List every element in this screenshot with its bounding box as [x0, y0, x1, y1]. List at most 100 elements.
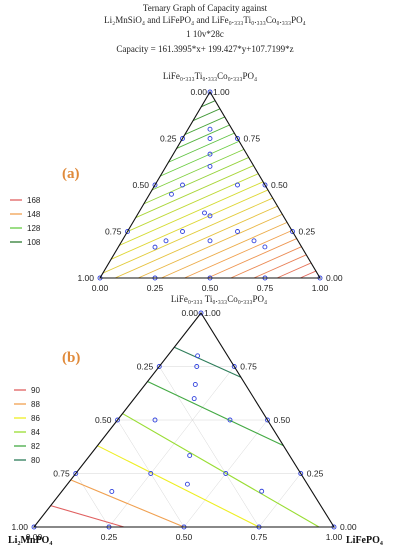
design-point	[298, 471, 304, 476]
contour-line	[184, 230, 293, 279]
contours-a	[102, 100, 317, 279]
contour-line	[138, 213, 283, 279]
contour-line	[70, 479, 185, 528]
bottom-tick-label: 1.00	[326, 532, 343, 542]
left-tick-label: 0.25	[137, 362, 154, 372]
contour-line	[184, 116, 225, 135]
panel-label-a: (a)	[62, 166, 80, 182]
ternary-frame	[32, 312, 335, 528]
ternary-frame	[99, 90, 321, 279]
right-tick-label: 0.75	[244, 134, 261, 144]
design-point	[115, 417, 120, 423]
design-point	[73, 471, 79, 476]
design-point	[198, 310, 204, 316]
design-point	[235, 136, 240, 141]
design-point	[152, 182, 158, 188]
contour-line	[50, 505, 125, 528]
design-point	[195, 353, 201, 359]
grid-line	[258, 473, 301, 528]
contour-line	[151, 148, 245, 191]
bottom-tick-label: 0.00	[26, 532, 43, 542]
apex-tick-left: 0.00	[181, 308, 198, 318]
design-point	[163, 238, 169, 244]
right-tick-label: 0.75	[240, 362, 257, 372]
design-point	[290, 229, 295, 234]
design-points-b	[31, 310, 337, 530]
contour-line	[135, 165, 254, 219]
contour-line	[119, 181, 264, 246]
bottom-tick-label: 1.00	[312, 283, 329, 293]
design-point	[180, 229, 185, 234]
left-tick-label: 0.75	[105, 227, 122, 237]
design-point	[262, 244, 268, 250]
apex-tick-left: 0.00	[190, 87, 207, 97]
design-point	[148, 471, 154, 476]
left-tick-label: 0.50	[95, 415, 112, 425]
apex-tick-right: 1.00	[213, 87, 230, 97]
design-point	[207, 151, 213, 157]
contour-line	[114, 205, 278, 279]
legend-a: 168 148 128 108	[10, 196, 41, 247]
bottom-tick-label: 0.75	[257, 283, 274, 293]
contour-line	[110, 189, 269, 260]
right-tick-label: 0.50	[271, 180, 288, 190]
legend-label: 88	[31, 400, 40, 409]
legend-label: 148	[27, 210, 41, 219]
legend-label: 80	[31, 456, 40, 465]
design-point	[207, 213, 213, 219]
contour-line	[299, 270, 317, 279]
design-point	[227, 417, 233, 423]
contour-line	[147, 380, 284, 447]
legend-label: 168	[27, 196, 41, 205]
title-line-1: Ternary Graph of Capacity against	[143, 3, 268, 13]
legend-b: 90 88 86 84 82 80	[14, 386, 40, 465]
design-point	[259, 488, 265, 494]
legend-label: 128	[27, 224, 41, 233]
right-tick-label: 0.00	[326, 273, 343, 283]
contour-line	[176, 124, 230, 149]
design-point	[194, 364, 200, 369]
design-point	[207, 238, 213, 244]
design-point	[207, 163, 213, 169]
contour-line	[161, 221, 288, 279]
design-point	[156, 364, 162, 369]
design-point	[235, 229, 240, 234]
right-tick-label: 0.25	[307, 469, 324, 479]
design-point	[180, 182, 185, 188]
design-point	[207, 89, 213, 95]
design-point	[187, 453, 193, 458]
right-tick-label: 0.25	[299, 227, 316, 237]
left-tick-label: 1.00	[77, 273, 94, 283]
design-point	[180, 136, 185, 141]
grid-line	[159, 366, 260, 528]
legend-label: 108	[27, 238, 41, 247]
design-point	[223, 471, 229, 476]
legend-label: 86	[31, 414, 40, 423]
design-point	[152, 417, 158, 423]
bottom-tick-label: 0.00	[92, 283, 109, 293]
bottom-tick-label: 0.50	[202, 283, 219, 293]
design-point	[231, 364, 237, 369]
contour-line	[276, 262, 312, 279]
left-vertex-label-b: Li₂MnPO₄	[8, 535, 52, 546]
design-point	[184, 481, 190, 487]
panel-label-b: (b)	[62, 350, 80, 366]
contour-line	[174, 346, 242, 378]
right-tick-label: 0.50	[274, 415, 291, 425]
contour-line	[143, 157, 249, 205]
right-tick-label: 0.00	[340, 522, 357, 532]
contour-line	[97, 445, 260, 528]
design-point	[109, 489, 115, 494]
bottom-tick-label: 0.25	[147, 283, 164, 293]
design-point	[169, 191, 174, 197]
design-point	[251, 238, 257, 244]
title-line-4: Capacity = 161.3995*x+ 199.427*y+107.719…	[116, 44, 293, 54]
design-point	[262, 182, 268, 188]
legend-label: 90	[31, 386, 40, 395]
contour-line	[160, 140, 240, 177]
design-point	[152, 244, 158, 250]
contour-line	[207, 238, 297, 279]
grid-line	[117, 419, 185, 528]
design-point	[192, 382, 198, 387]
